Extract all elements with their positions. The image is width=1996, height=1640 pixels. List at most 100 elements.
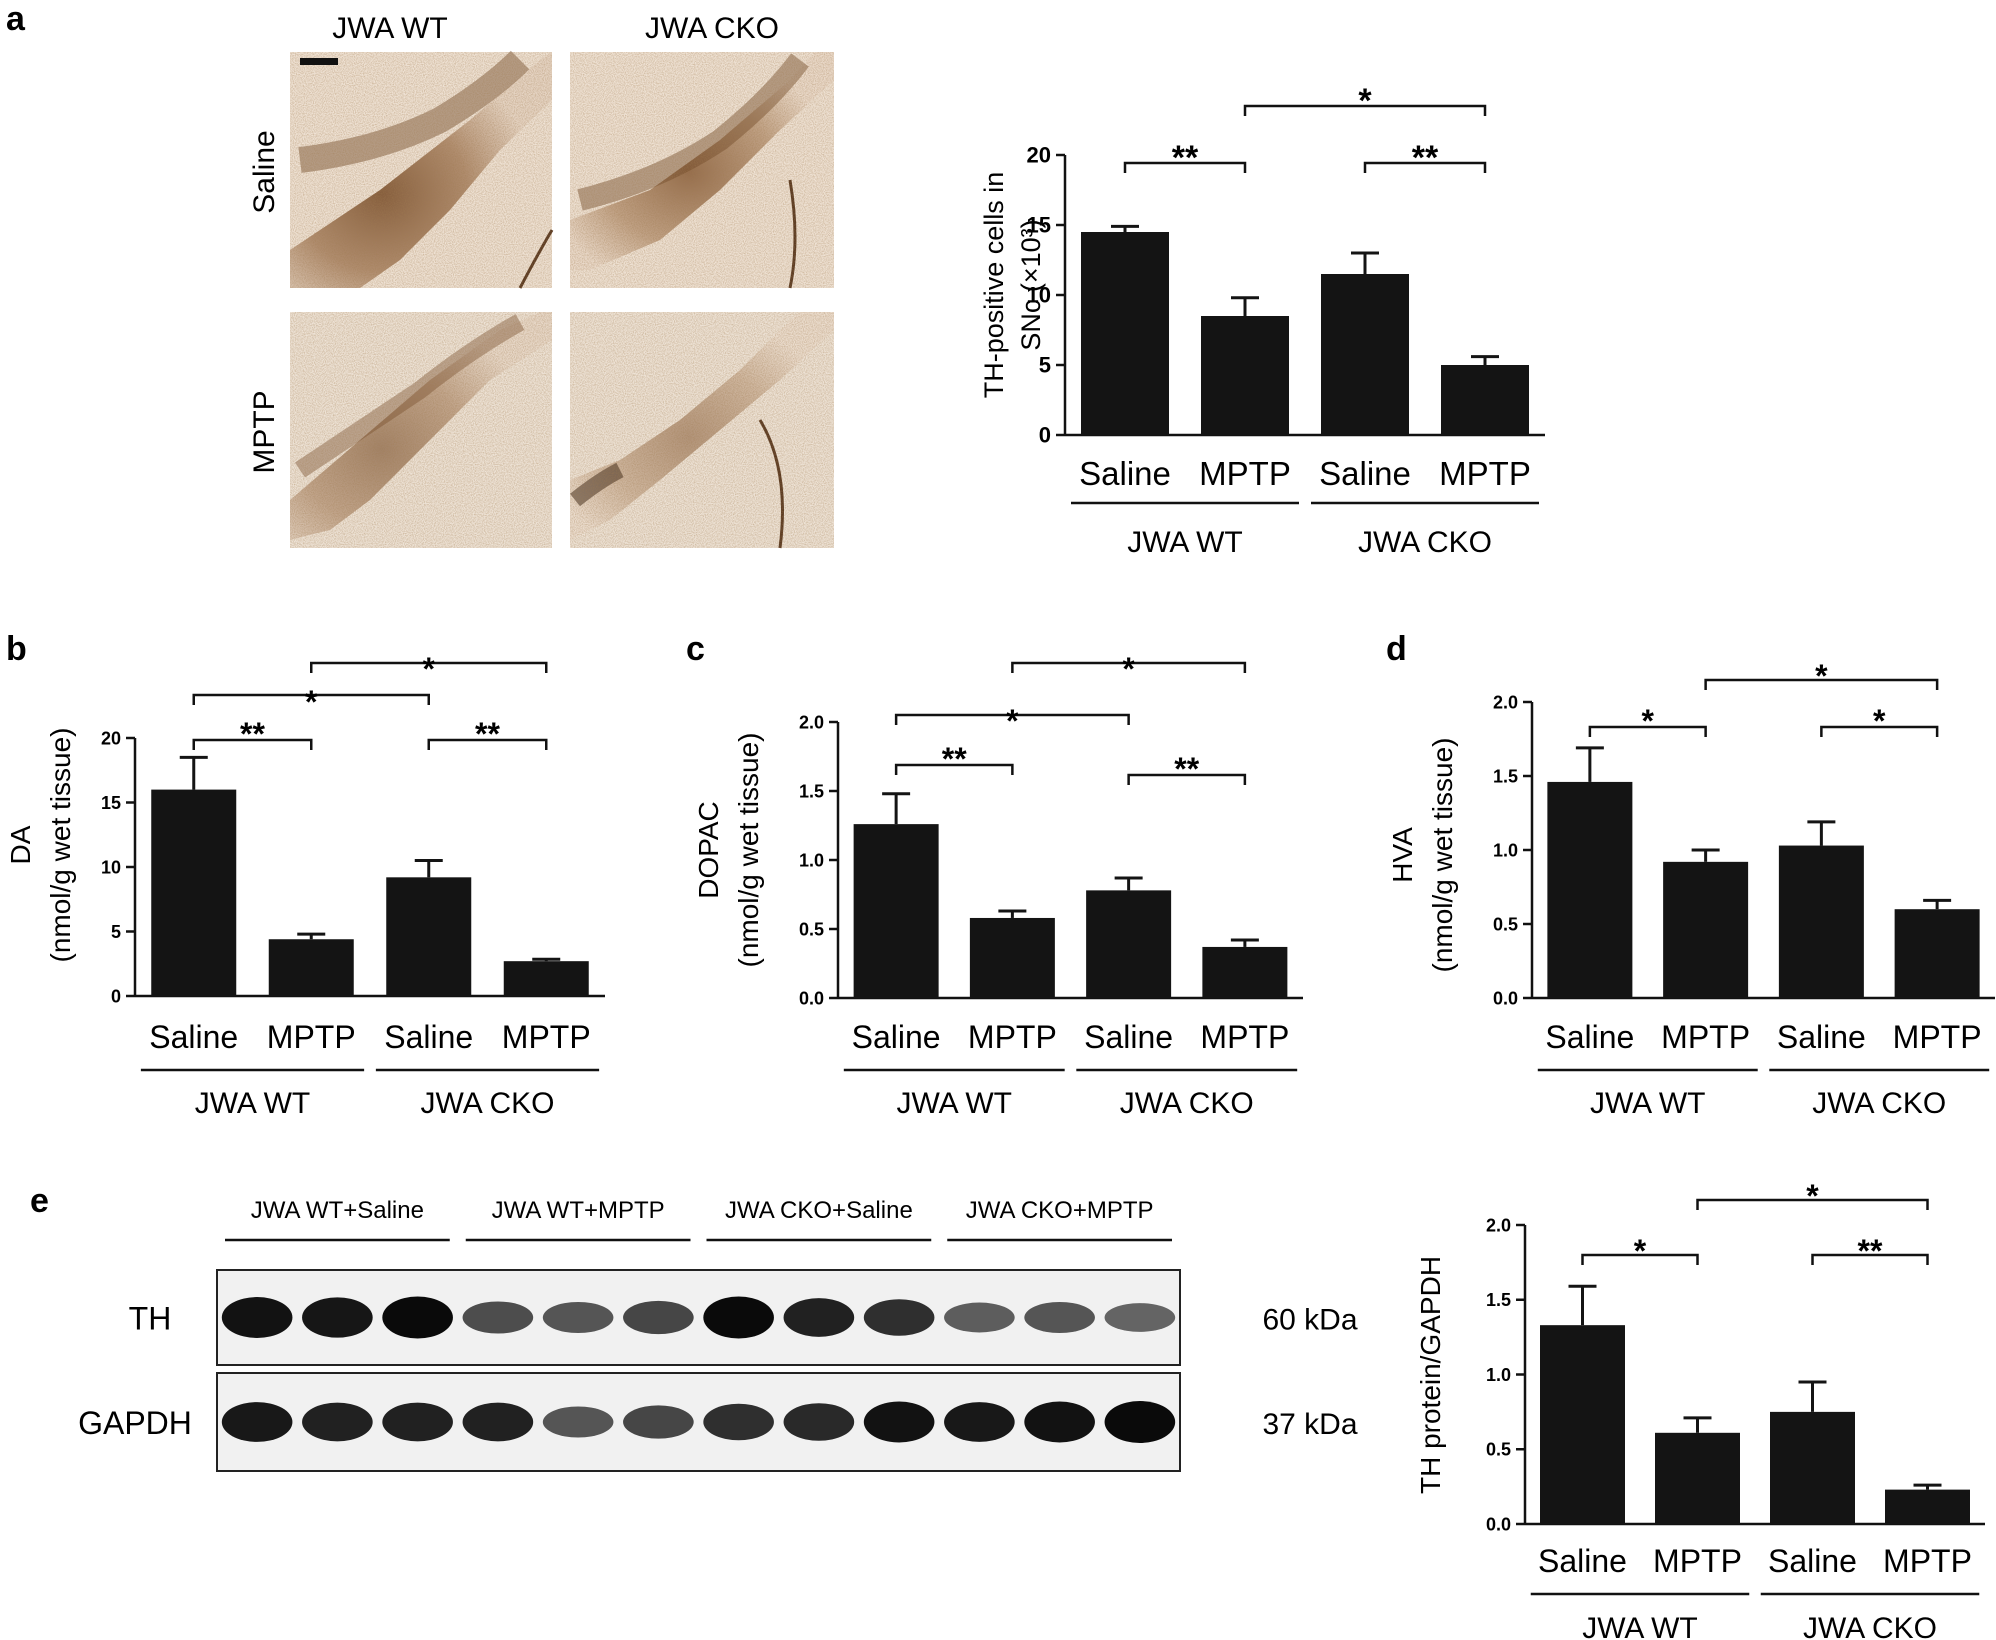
blot-row-label: TH [129, 1301, 172, 1337]
significance-bracket [894, 763, 1014, 775]
y-tick-label: 5 [111, 922, 121, 942]
blot-band [783, 1298, 855, 1337]
bar [969, 917, 1055, 998]
micrograph-row-label-mptp: MPTP [248, 390, 281, 473]
y-tick-label: 20 [101, 728, 121, 748]
group-label: JWA WT [1582, 1612, 1698, 1640]
blot-band [783, 1403, 855, 1441]
blot-band [1104, 1401, 1176, 1443]
bar [151, 789, 237, 996]
significance-label: * [423, 651, 436, 687]
y-axis-label: DOPAC [693, 801, 724, 899]
significance-label: ** [1412, 139, 1439, 177]
lane-group-label: JWA WT+Saline [251, 1197, 424, 1224]
significance-label: * [1634, 1233, 1647, 1269]
y-axis-label: TH-positive cells in [979, 172, 1009, 399]
blot-band [462, 1301, 534, 1334]
category-label: Saline [149, 1019, 238, 1055]
y-tick-label: 0.5 [1486, 1440, 1511, 1460]
y-axis-label: HVA [1387, 827, 1418, 883]
blot-band [221, 1297, 293, 1338]
blot-band [703, 1296, 774, 1339]
y-axis-label: (nmol/g wet tissue) [733, 733, 764, 968]
blot-band [623, 1405, 694, 1439]
blot-band [623, 1300, 694, 1335]
blot-band [302, 1402, 373, 1442]
group-label: JWA CKO [1803, 1612, 1937, 1640]
micrograph-wt-mptp [290, 312, 552, 548]
y-tick-label: 1.0 [1486, 1365, 1511, 1385]
significance-bracket [1127, 773, 1247, 785]
y-tick-label: 0 [111, 986, 121, 1006]
category-label: Saline [1777, 1019, 1866, 1055]
blot-band [462, 1402, 534, 1442]
significance-bracket [1696, 1198, 1929, 1210]
significance-bracket [192, 693, 430, 705]
micrograph-col-label-cko: JWA CKO [645, 12, 779, 45]
category-label: Saline [1079, 455, 1171, 492]
blot-band [863, 1401, 935, 1443]
bar [1441, 365, 1529, 435]
y-tick-label: 2.0 [799, 712, 824, 732]
y-tick-label: 0.5 [1493, 914, 1518, 934]
group-label: JWA WT [1590, 1087, 1706, 1120]
group-label: JWA WT [195, 1087, 311, 1120]
significance-bracket [1243, 104, 1487, 116]
bar [1778, 845, 1864, 998]
y-tick-label: 10 [101, 857, 121, 877]
category-label: MPTP [1661, 1019, 1750, 1055]
chart-th-protein-gapdh: 0.0 0.5 1.0 1.5 2.0 TH protein/GAPDH Saline MPT… [1415, 1178, 1985, 1640]
significance-label: ** [475, 716, 500, 752]
y-tick-label: 0.5 [799, 919, 824, 939]
y-tick-label: 20 [1027, 143, 1051, 168]
significance-bracket [1704, 678, 1939, 690]
y-axis-label: SNc (×10³) [1016, 219, 1046, 350]
category-label: MPTP [1439, 455, 1531, 492]
y-tick-label: 0.0 [1486, 1514, 1511, 1534]
category-label: Saline [1768, 1543, 1857, 1579]
significance-bracket [1820, 725, 1939, 737]
blot-size-label: 37 kDa [1262, 1408, 1357, 1441]
group-label: JWA CKO [1358, 526, 1492, 559]
micrograph-wt-saline [290, 50, 554, 289]
panel-letter-e: e [30, 1182, 49, 1220]
bar [1655, 1432, 1740, 1524]
lane-group-label: JWA CKO+MPTP [966, 1197, 1154, 1224]
bar [1201, 316, 1289, 435]
category-label: Saline [384, 1019, 473, 1055]
category-label: MPTP [1200, 1019, 1289, 1055]
lane-group-label: JWA WT+MPTP [492, 1197, 665, 1224]
significance-bracket [1811, 1253, 1929, 1265]
bar [1894, 909, 1980, 998]
bar [1663, 861, 1749, 998]
significance-label: * [305, 684, 318, 720]
y-tick-label: 1.5 [799, 781, 824, 801]
blot-band [1104, 1303, 1176, 1332]
chart-dopac: 0.0 0.5 1.0 1.5 2.0 DOPAC (nmol/g wet tissue) S… [693, 651, 1303, 1120]
group-label: JWA CKO [421, 1087, 555, 1120]
y-axis-label: (nmol/g wet tissue) [1427, 738, 1458, 973]
y-tick-label: 1.0 [799, 850, 824, 870]
y-tick-label: 10 [1027, 283, 1051, 308]
blot-band [542, 1406, 614, 1438]
micrograph-cko-mptp [570, 312, 834, 549]
bar [1885, 1489, 1970, 1524]
micrograph-row-label-saline: Saline [248, 130, 281, 213]
y-tick-label: 0 [1039, 423, 1051, 448]
category-label: Saline [852, 1019, 941, 1055]
significance-label: * [1642, 703, 1655, 739]
category-label: MPTP [502, 1019, 591, 1055]
y-axis-label: DA [5, 825, 36, 864]
category-label: Saline [1545, 1019, 1634, 1055]
y-tick-label: 15 [101, 793, 121, 813]
significance-label: * [1358, 82, 1372, 120]
category-label: MPTP [1893, 1019, 1982, 1055]
group-label: JWA CKO [1120, 1087, 1254, 1120]
y-axis-label: (nmol/g wet tissue) [45, 728, 76, 963]
panel-letter-c: c [686, 630, 705, 668]
y-tick-label: 2.0 [1486, 1215, 1511, 1235]
bar [268, 939, 354, 996]
blot-band [703, 1403, 774, 1441]
significance-label: * [1873, 703, 1886, 739]
